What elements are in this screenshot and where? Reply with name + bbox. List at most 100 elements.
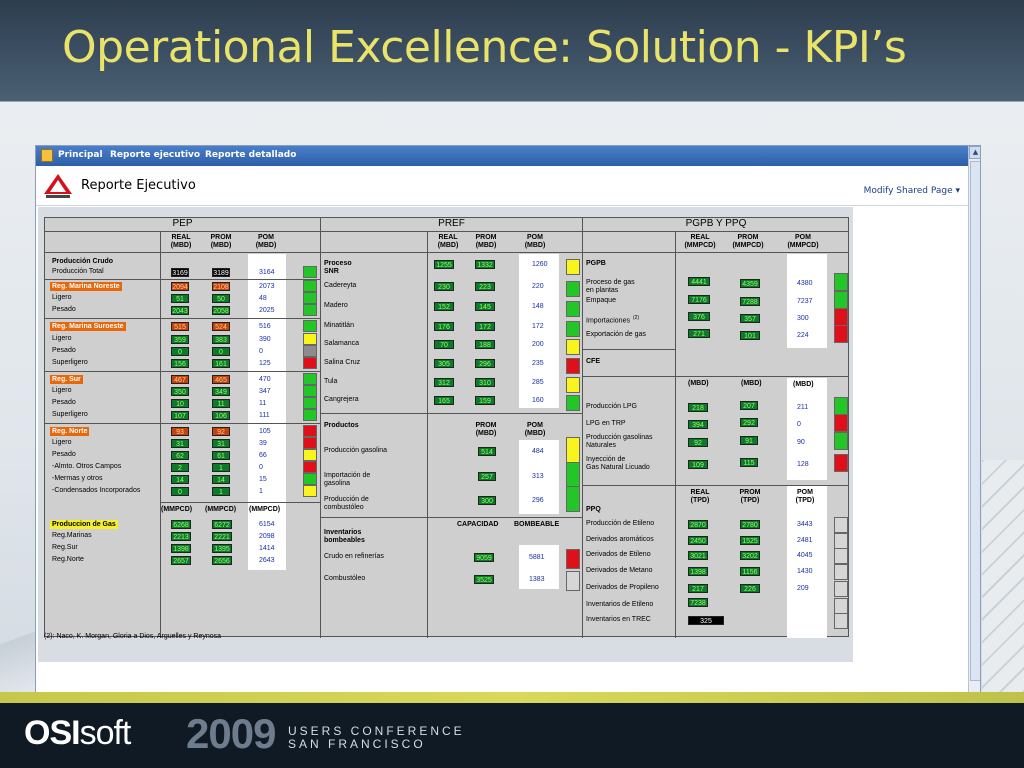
pep-pom-value: 15 — [259, 476, 267, 483]
pep-prom-value: 1 — [212, 487, 230, 496]
ppq-status-light — [834, 581, 848, 597]
pgpb-col-prom: PROM (MMPCD) — [732, 234, 764, 249]
pref-product-label: Producción de combustóleo — [324, 496, 369, 511]
lpg-col-real: (MBD) — [688, 380, 709, 387]
pep-prom-value: 465 — [212, 375, 230, 384]
pep-pom-value: 516 — [259, 323, 271, 330]
pref-prom-value: 296 — [475, 359, 495, 368]
pref-process-label: Proceso SNR — [324, 260, 352, 275]
pref-prom-value: 145 — [475, 302, 495, 311]
pep-pom-value: 111 — [259, 412, 270, 419]
pep-real-value: 2094 — [171, 282, 189, 291]
pref-process-label: Cangrejera — [324, 396, 359, 403]
pref-sep-inventarios — [321, 517, 582, 518]
conference-year: 2009 — [186, 710, 276, 757]
pref-pom-value: 160 — [532, 397, 544, 404]
pref-prom-value: 310 — [475, 378, 495, 387]
lpg-pom-column — [787, 378, 827, 480]
pep-real-value: 515 — [171, 322, 189, 331]
pep-real-value: 93 — [171, 427, 189, 436]
pref-process-label: Salina Cruz — [324, 359, 361, 366]
pref-pom-value: 220 — [532, 283, 544, 290]
pref-status-light — [566, 281, 580, 297]
conference-line-2: SAN FRANCISCO — [288, 737, 426, 751]
pep-gas-label: Reg.Marinas — [52, 532, 92, 539]
lpg-col-pom: (MBD) — [793, 381, 814, 388]
nav-reporte-detallado[interactable]: Reporte detallado — [205, 150, 297, 160]
pref-product-label: Producción gasolina — [324, 447, 388, 454]
ppq-real-value: 325 — [688, 616, 724, 625]
pep-gas-pom: 2098 — [259, 533, 275, 540]
lpg-row-label: LPG en TRP — [586, 420, 626, 427]
lpg-row-label: Producción LPG — [586, 403, 637, 410]
pep-prom-value: 3189 — [212, 268, 230, 277]
nav-principal[interactable]: Principal — [58, 150, 103, 160]
ppq-row-label: Derivados aromáticos — [586, 536, 654, 543]
pep-prom-value: 383 — [212, 335, 230, 344]
pep-gas-pom: 6154 — [259, 521, 275, 528]
vertical-scrollbar[interactable]: ▲ — [968, 146, 980, 701]
pep-row-label: Pesado — [52, 451, 76, 458]
ppq-real-value: 7238 — [688, 598, 708, 607]
pep-prom-value: 92 — [212, 427, 230, 436]
pep-real-value: 359 — [171, 335, 189, 344]
pep-row-label: Pesado — [52, 347, 76, 354]
pgpb-sep-lpg — [583, 376, 849, 377]
pep-row-label: Superligero — [52, 359, 88, 366]
pep-gas-real: 2213 — [171, 532, 191, 541]
pref-pom-value: 148 — [532, 303, 544, 310]
pref-status-light — [566, 377, 580, 393]
scroll-up-icon[interactable]: ▲ — [969, 146, 980, 159]
pep-real-value: 51 — [171, 294, 189, 303]
pep-gas-unit-real: (MMPCD) — [161, 506, 193, 513]
ppq-pom-value: 3443 — [797, 521, 813, 528]
pref-inventarios-col-bomb: BOMBEABLE — [514, 521, 560, 528]
pref-pom-column — [519, 254, 559, 408]
pref-process-label: Minatitlán — [324, 322, 354, 329]
lpg-prom-value: 207 — [740, 401, 758, 410]
scroll-thumb[interactable] — [970, 161, 980, 681]
nav-reporte-ejecutivo[interactable]: Reporte ejecutivo — [110, 150, 201, 160]
pep-title: PEP — [45, 218, 320, 232]
modify-shared-page-link[interactable]: Modify Shared Page ▾ — [863, 186, 960, 196]
pref-inventory-bomb: 1383 — [529, 576, 545, 583]
pep-prom-value: 14 — [212, 475, 230, 484]
pep-gas-label: Reg.Norte — [52, 556, 84, 563]
pgpb-col-real: REAL (MMPCD) — [684, 234, 716, 249]
pep-pom-value: 0 — [259, 464, 263, 471]
pref-product-pom: 296 — [532, 497, 544, 504]
pref-product-status — [566, 462, 580, 488]
pep-status-light — [303, 266, 317, 278]
pep-pom-value: 390 — [259, 336, 271, 343]
pgpb-prom-value: 7288 — [740, 297, 760, 306]
pep-status-light — [303, 437, 317, 449]
pep-row-label: -Almto. Otros Campos — [52, 463, 122, 470]
pref-status-light — [566, 301, 580, 317]
pref-productos-col-pom: POM (MBD) — [524, 422, 546, 437]
home-icon[interactable] — [41, 149, 53, 162]
pep-gas-label: Produccion de Gas — [50, 520, 118, 529]
pref-col-prom: PROM (MBD) — [475, 234, 497, 249]
pref-col-real: REAL (MBD) — [437, 234, 459, 249]
pref-productos-pom-column — [519, 440, 559, 514]
pref-product-prom: 514 — [478, 447, 496, 456]
ppq-row-label: Inventarios en TREC — [586, 616, 651, 623]
lpg-real-value: 394 — [688, 420, 708, 429]
ppq-status-light — [834, 533, 848, 549]
pep-real-value: 62 — [171, 451, 189, 460]
ppq-row-label: Derivados de Metano — [586, 567, 653, 574]
pref-product-status — [566, 437, 580, 463]
pep-real-value: 350 — [171, 387, 189, 396]
pref-title: PREF — [321, 218, 582, 232]
pref-real-value: 312 — [434, 378, 454, 387]
pgpb-sep-cfe — [583, 349, 675, 350]
lpg-prom-value: 91 — [740, 436, 758, 445]
ppq-status-light — [834, 598, 848, 614]
pref-inventory-cap: 9059 — [474, 553, 494, 562]
pep-gas-real: 2657 — [171, 556, 191, 565]
footnote-marker: (2) — [632, 315, 640, 321]
pgpb-prom-value: 4359 — [740, 279, 760, 288]
pep-gas-prom: 6272 — [212, 520, 232, 529]
pep-status-light — [303, 373, 317, 385]
pref-sep-productos — [321, 413, 582, 414]
